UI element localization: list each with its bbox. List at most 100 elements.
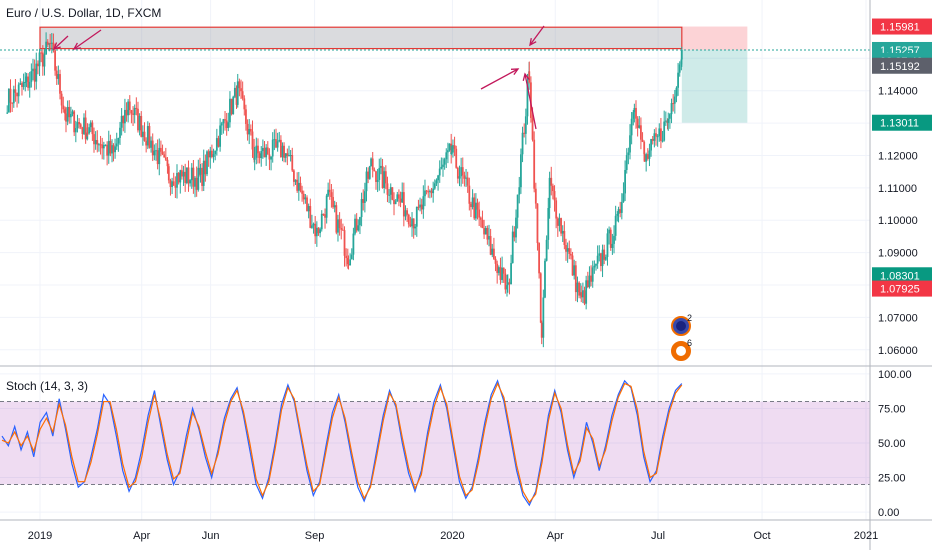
resistance-zone[interactable] (39, 26, 683, 50)
candle-body (398, 194, 400, 199)
candle-body (106, 144, 109, 156)
candle-body (320, 213, 323, 230)
candle-body (641, 139, 644, 142)
candle-body (590, 275, 592, 282)
economic-events[interactable]: 26 (671, 313, 692, 361)
candle-body (151, 140, 154, 156)
candle-body (45, 41, 48, 55)
candle-body (461, 167, 464, 176)
candle-body (367, 171, 370, 179)
candle-body (667, 118, 670, 123)
candle-body (481, 219, 484, 229)
stoch-tick-label: 100.00 (878, 369, 912, 381)
candle-body (533, 139, 536, 189)
candle-body (447, 150, 449, 153)
candle-body (466, 177, 469, 186)
candle-body (324, 214, 326, 218)
candle-body (195, 177, 198, 190)
candle-body (235, 87, 238, 105)
candle-body (59, 74, 61, 94)
candle-body (394, 201, 397, 205)
candle-body (176, 172, 178, 188)
candle-body (98, 144, 100, 146)
candle-body (636, 118, 639, 128)
candle-body (437, 175, 439, 181)
annotation-arrows[interactable] (52, 25, 545, 130)
candle-body (660, 128, 662, 141)
candle-body (212, 154, 215, 157)
candle-body (169, 180, 172, 187)
candle-body (433, 183, 436, 189)
candle-body (354, 218, 356, 234)
candle-body (443, 159, 446, 165)
candle-body (71, 111, 74, 114)
candle-body (141, 131, 144, 137)
candle-body (181, 170, 183, 177)
time-tick-label: Apr (547, 530, 564, 542)
candle-body (357, 225, 360, 231)
candle-body (260, 151, 263, 158)
candle-body (337, 219, 339, 233)
time-axis[interactable]: 2019 Apr Jun Sep 2020 Apr Jul Oct 2021 (28, 530, 878, 542)
price-tick-label: 1.10000 (878, 215, 918, 227)
candle-body (591, 267, 594, 282)
candle-body (497, 267, 500, 273)
candle-body (243, 98, 246, 110)
candle-body (227, 122, 230, 129)
candle-body (309, 206, 312, 228)
candle-body (145, 140, 148, 146)
candle-body (268, 154, 271, 160)
candle-body (550, 177, 553, 186)
candle-body (445, 152, 448, 160)
price-tag-box (872, 57, 932, 74)
candle-body (470, 203, 472, 208)
candle-body (245, 109, 247, 124)
candle-body (580, 292, 583, 298)
candle-body (332, 197, 334, 208)
candle-body (311, 225, 313, 228)
candle-body (128, 101, 131, 111)
candle-body (101, 144, 104, 149)
candle-body (207, 151, 210, 158)
candle-body (350, 254, 353, 260)
candle-body (406, 210, 409, 215)
candle-body (24, 81, 27, 83)
candle-body (209, 150, 212, 158)
candle-body (655, 133, 657, 137)
trade-position-box[interactable] (681, 26, 748, 123)
candle-body (325, 195, 328, 218)
event-badge: 6 (671, 338, 692, 361)
candle-body (359, 217, 361, 226)
candle-body (155, 150, 157, 152)
candle-body (40, 52, 43, 54)
candle-body (283, 145, 285, 158)
candle-body (561, 230, 564, 234)
candle-body (89, 122, 92, 128)
candle-body (215, 138, 218, 151)
candle-body (568, 248, 571, 254)
candle-body (174, 185, 177, 188)
candle-body (428, 190, 431, 192)
arrow-mid-top (529, 25, 545, 47)
price-tick-label: 1.09000 (878, 248, 918, 260)
candle-body (539, 273, 542, 323)
candle-body (214, 150, 217, 155)
candle-body (307, 206, 310, 212)
candle-body (137, 108, 139, 131)
candle-body (17, 84, 20, 97)
candle-body (289, 155, 292, 157)
candle-body (52, 42, 55, 51)
candle-body (513, 231, 516, 238)
candle-body (415, 206, 418, 227)
candle-body (523, 132, 526, 134)
stoch-axis[interactable]: 0.00 25.00 50.00 75.00 100.00 (878, 369, 912, 519)
candle-body (493, 248, 495, 259)
candle-body (343, 230, 346, 256)
candle-body (456, 167, 459, 179)
candle-body (217, 138, 220, 147)
candle-body (576, 282, 579, 293)
candle-body (349, 259, 352, 266)
candle-body (645, 154, 648, 162)
candle-body (202, 160, 205, 186)
